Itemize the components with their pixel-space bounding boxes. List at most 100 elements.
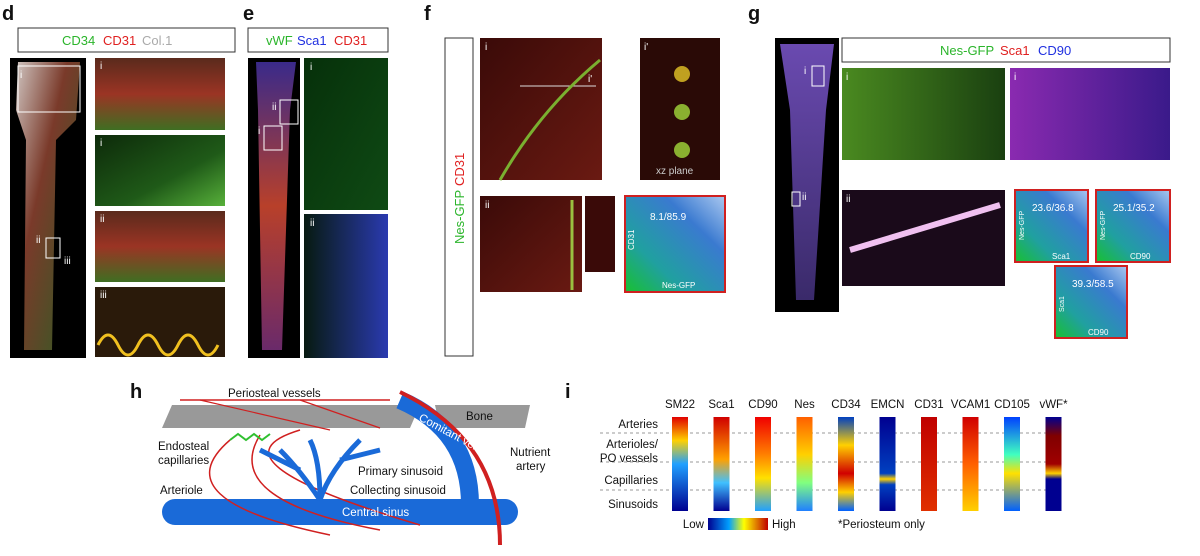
bone-cortex	[162, 405, 420, 428]
diagram-label: Primary sinusoid	[358, 466, 443, 478]
flow-value: 23.6/36.8	[1032, 203, 1074, 214]
panel-i: i Arteries Arterioles/ PO vessels Capill…	[565, 381, 1068, 531]
footnote: *Periosteum only	[838, 519, 925, 531]
flow-axis: CD90	[1130, 252, 1151, 261]
inset-label: i	[100, 138, 102, 149]
nutrient-artery	[399, 390, 502, 546]
micrograph	[95, 135, 225, 206]
flow-plot: 39.3/58.5 CD90 Sca1	[1054, 265, 1128, 339]
side-label: Nes-GFP	[452, 190, 467, 244]
legend-item: Col.1	[142, 33, 172, 48]
panel-label: i	[565, 381, 571, 403]
inset-label: i	[100, 61, 102, 72]
bone-shape	[256, 62, 296, 350]
column-label: CD34	[831, 399, 861, 411]
image-label: ii	[802, 192, 806, 203]
panel-label: d	[2, 3, 14, 25]
flow-axis: Nes-GFP	[1019, 211, 1026, 241]
panel-d: d CD34 CD31 Col.1 i ii iii i i ii iii	[2, 3, 236, 358]
micrograph	[95, 58, 225, 130]
flow-axis: Nes-GFP	[662, 281, 695, 290]
panel-h: h Periosteal vessels Bone Comitant vein …	[130, 381, 551, 546]
inset-label: ii	[310, 218, 314, 229]
roi-box	[791, 191, 801, 207]
inset-label: ii	[100, 214, 104, 225]
flow-plot	[624, 195, 726, 293]
diagram-label: Periosteal vessels	[228, 388, 321, 400]
flow-axis: Sca1	[1052, 252, 1071, 261]
diagram-label: artery	[516, 461, 546, 473]
arteriole	[208, 429, 421, 536]
legend-item: vWF	[266, 33, 293, 48]
inset-label: i	[310, 62, 312, 73]
row-label: Arteries	[618, 419, 658, 431]
cell	[674, 104, 690, 120]
comitant-vein	[396, 391, 479, 506]
legend-item: Sca1	[1000, 43, 1030, 58]
column-label: CD31	[914, 399, 943, 411]
roi-box	[811, 65, 825, 87]
diagram-label: Central sinus	[342, 507, 409, 519]
micrograph	[480, 38, 602, 180]
inset-label: i	[1014, 72, 1016, 83]
image-label: ii	[36, 235, 40, 246]
panel-g: g i ii Nes-GFP Sca1 CD90 i i ii 23.6/36.…	[748, 3, 1171, 339]
row-label: Capillaries	[604, 475, 658, 487]
panel-label: g	[748, 3, 760, 25]
column-label: vWF*	[1039, 399, 1068, 411]
image-label: iii	[64, 256, 71, 267]
cell	[674, 66, 690, 82]
legend-item: Sca1	[297, 33, 327, 48]
row-label: Arterioles/	[606, 439, 659, 451]
flow-box	[1095, 189, 1171, 263]
heat-column	[921, 417, 937, 511]
flow-axis: Sca1	[1059, 296, 1066, 312]
scale-label: High	[772, 519, 796, 531]
side-label: CD31	[452, 153, 467, 186]
row-label: Sinusoids	[608, 499, 658, 511]
legend-box	[841, 37, 1171, 63]
bone-cortex	[435, 405, 530, 428]
micrograph	[1010, 68, 1170, 160]
heat-column	[1004, 417, 1020, 511]
image-label: i	[804, 66, 806, 77]
heat-column	[1045, 417, 1062, 511]
cell	[674, 142, 690, 158]
flow-value: 8.1/85.9	[650, 212, 687, 223]
flow-box	[1054, 265, 1128, 339]
inset-label: i'	[644, 42, 648, 53]
legend-item: CD31	[334, 33, 367, 48]
flow-box	[1014, 189, 1089, 263]
flow-axis: Nes-GFP	[1100, 211, 1107, 241]
column-label: SM22	[665, 399, 695, 411]
inset-label: ii	[846, 194, 850, 205]
image-label: i	[258, 126, 260, 137]
column-label: CD90	[748, 399, 777, 411]
image-note: xz plane	[656, 166, 694, 177]
panel-label: h	[130, 381, 142, 403]
roi-box	[279, 99, 299, 125]
vessel-mesh	[96, 333, 220, 357]
vessel	[849, 202, 1001, 253]
roi-box	[45, 237, 61, 259]
heat-column	[838, 417, 854, 511]
panel-e: e vWF Sca1 CD31 ii i i ii	[243, 3, 389, 358]
column-label: EMCN	[871, 399, 905, 411]
inset-label: i'	[588, 74, 592, 85]
micrograph	[480, 196, 582, 292]
micrograph	[95, 211, 225, 282]
flow-value: 25.1/35.2	[1113, 203, 1155, 214]
diagram-label: capillaries	[158, 455, 209, 467]
roi-box	[17, 65, 81, 113]
micrograph	[585, 196, 615, 272]
legend-box	[247, 27, 389, 53]
heat-column	[962, 417, 979, 511]
color-scale	[708, 518, 768, 530]
heat-column	[713, 417, 730, 511]
row-label: PO vessels	[600, 453, 658, 465]
roi-box	[263, 125, 283, 151]
legend-item: Nes-GFP	[940, 43, 994, 58]
flow-value: 39.3/58.5	[1072, 279, 1114, 290]
micrograph	[842, 68, 1005, 160]
